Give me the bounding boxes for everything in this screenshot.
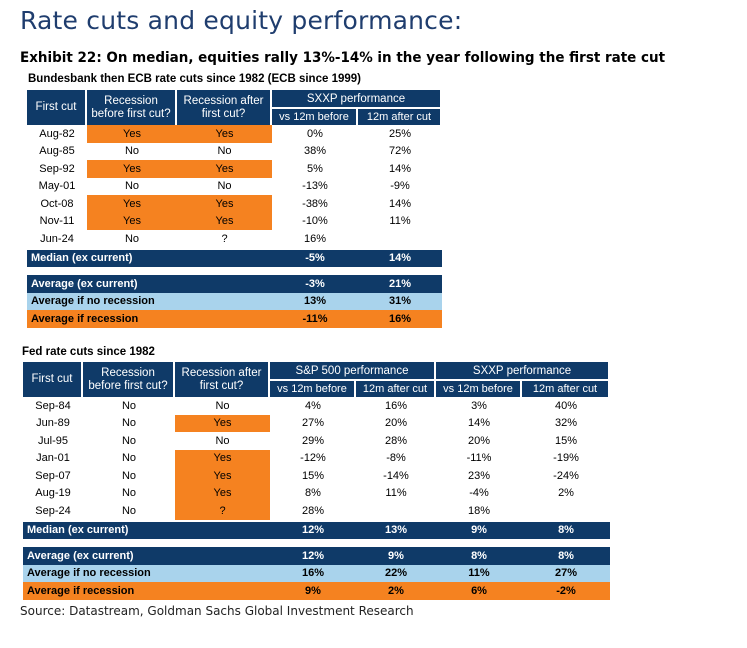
exhibit-caption: Exhibit 22: On median, equities rally 13… bbox=[20, 50, 666, 66]
source-note: Source: Datastream, Goldman Sachs Global… bbox=[20, 604, 414, 618]
table-row: Oct-08 Yes Yes -38% 14% bbox=[27, 195, 442, 213]
table-row: Aug-85 No No 38% 72% bbox=[39, 145, 412, 158]
col-group-sp500: S&P 500 performance bbox=[270, 362, 437, 379]
table-row: Sep-84 No No 4% 16% 3% 40% bbox=[35, 399, 578, 412]
average-row: Average (ex current) -3% 21% bbox=[27, 273, 443, 293]
table-row: Jun-89 No Yes 27% 20% 14% 32% bbox=[23, 414, 610, 432]
table-row: Jul-95 No No 29% 28% 20% 15% bbox=[38, 434, 578, 447]
col-group-sxxp: SXXP performance bbox=[436, 362, 611, 379]
table-row: Nov-11 Yes Yes -10% 11% bbox=[27, 212, 442, 230]
table-row: Sep-92 Yes Yes 5% 14% bbox=[27, 160, 442, 178]
table-row: Jun-24 No? 16% bbox=[40, 232, 327, 245]
col-vs-12m-before: vs 12m before bbox=[272, 107, 358, 125]
table-row: Sep-07 No Yes 15% -14% 23% -24% bbox=[23, 467, 610, 485]
col-recession-before: Recession before first cut? bbox=[83, 362, 175, 397]
table-row: Sep-24 No? 28% 18% bbox=[23, 502, 610, 520]
col-sp-vs-12m-before: vs 12m before bbox=[270, 379, 356, 397]
col-12m-after-cut: 12m after cut bbox=[358, 107, 443, 125]
col-recession-after: Recession after first cut? bbox=[175, 362, 270, 397]
average-row: Average (ex current) 12% 9% 8% 8% bbox=[23, 545, 611, 565]
col-sx-12m-after-cut: 12m after cut bbox=[522, 379, 611, 397]
col-sx-vs-12m-before: vs 12m before bbox=[436, 379, 523, 397]
median-row: Median (ex current) -5% 14% bbox=[27, 247, 443, 267]
table1-subtitle: Bundesbank then ECB rate cuts since 1982… bbox=[28, 73, 361, 85]
average-recession-row: Average if recession 9% 2% 6% -2% bbox=[23, 582, 611, 600]
col-first-cut: First cut bbox=[27, 90, 87, 125]
ecb-rate-cuts-table: First cut Recession before first cut? Rec… bbox=[27, 90, 443, 328]
table-row: May-01 No No -13% -9% bbox=[38, 180, 410, 193]
fed-rate-cuts-table: First cut Recession before first cut? Rec… bbox=[23, 362, 611, 600]
average-no-recession-row: Average if no recession 13% 31% bbox=[27, 292, 443, 310]
average-no-recession-row: Average if no recession 16% 22% 11% 27% bbox=[23, 564, 611, 582]
col-recession-before: Recession before first cut? bbox=[87, 90, 177, 125]
col-group-sxxp: SXXP performance bbox=[272, 90, 443, 107]
col-first-cut: First cut bbox=[23, 362, 83, 397]
table2-subtitle: Fed rate cuts since 1982 bbox=[22, 346, 155, 358]
table-row: Aug-82 Yes Yes 0% 25% bbox=[27, 125, 442, 143]
col-recession-after: Recession after first cut? bbox=[177, 90, 272, 125]
page-title: Rate cuts and equity performance: bbox=[20, 6, 463, 35]
median-row: Median (ex current) 12% 13% 9% 8% bbox=[23, 519, 611, 539]
average-recession-row: Average if recession -11% 16% bbox=[27, 310, 443, 328]
col-sp-12m-after-cut: 12m after cut bbox=[356, 379, 437, 397]
table-row: Aug-19 No Yes 8% 11% -4% 2% bbox=[23, 484, 610, 502]
table-row: Jan-01 No Yes -12% -8% -11% -19% bbox=[23, 449, 610, 467]
